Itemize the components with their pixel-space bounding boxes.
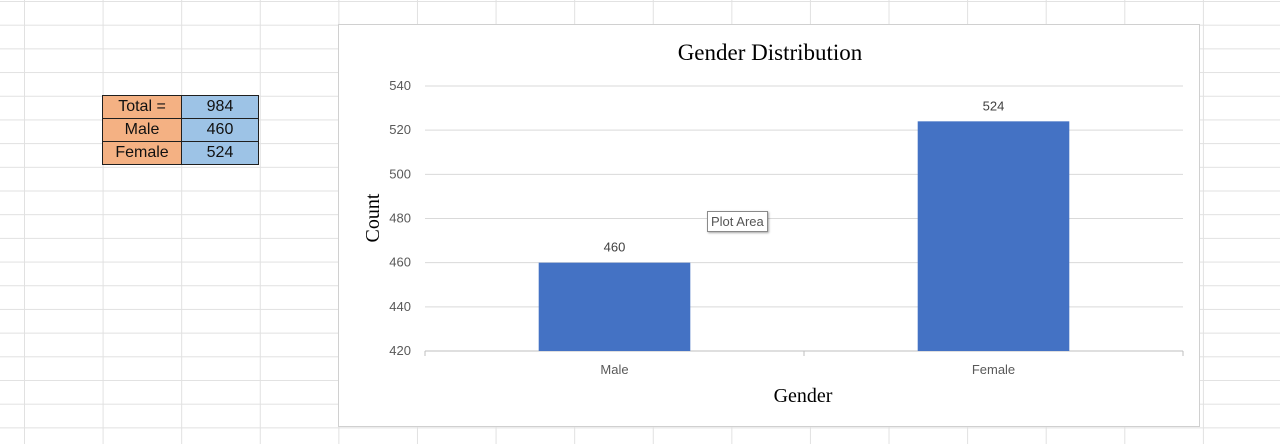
table-row: Total = 984 <box>102 95 259 119</box>
chart-title: Gender Distribution <box>678 40 863 65</box>
y-tick-label: 500 <box>389 166 411 181</box>
table-row: Male 460 <box>102 118 259 142</box>
table-row: Female 524 <box>102 141 259 165</box>
data-label: 460 <box>604 240 626 255</box>
table-cell-label[interactable]: Total = <box>102 95 182 119</box>
table-cell-value[interactable]: 524 <box>181 141 259 165</box>
plot-area-tooltip: Plot Area <box>707 211 768 232</box>
chart-svg: 420 440 460 480 500 520 540 460 Male 524 Female Ge… <box>362 40 1184 407</box>
bar-female[interactable] <box>917 121 1070 351</box>
x-tick-label: Male <box>600 362 628 377</box>
y-tick-label: 520 <box>389 122 411 137</box>
table-cell-label[interactable]: Female <box>102 141 182 165</box>
chart-container[interactable]: 420 440 460 480 500 520 540 460 Male 524 Female Ge… <box>338 24 1200 427</box>
summary-table: Total = 984 Male 460 Female 524 <box>102 95 259 165</box>
y-tick-label: 480 <box>389 211 411 226</box>
table-cell-value[interactable]: 984 <box>181 95 259 119</box>
table-cell-label[interactable]: Male <box>102 118 182 142</box>
table-cell-value[interactable]: 460 <box>181 118 259 142</box>
y-tick-label: 460 <box>389 255 411 270</box>
y-tick-label: 420 <box>389 343 411 358</box>
y-tick-label: 440 <box>389 299 411 314</box>
y-axis-title: Count <box>362 193 384 242</box>
x-axis-title: Gender <box>774 385 833 407</box>
y-tick-label: 540 <box>389 78 411 93</box>
data-label: 524 <box>983 98 1005 113</box>
bar-male[interactable] <box>538 262 691 351</box>
x-tick-label: Female <box>972 362 1015 377</box>
